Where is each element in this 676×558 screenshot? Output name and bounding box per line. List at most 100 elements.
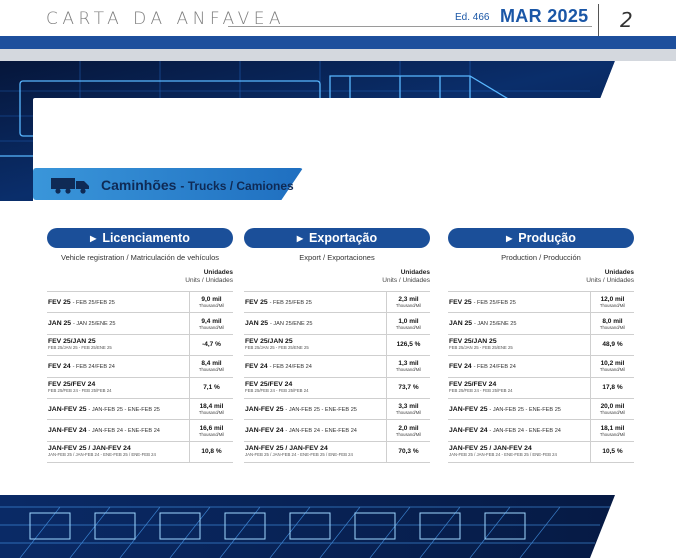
row-period-subline: FEB 25/JAN 25 - FEB 25/ENE 25: [245, 345, 309, 351]
table-row: JAN-FEV 25 - JAN-FEB 25 - ENE-FEB 25 20,0…: [448, 398, 634, 421]
row-period: FEV 25/FEV 24: [48, 381, 96, 389]
row-label-main: JAN-FEV 25 - JAN-FEB 25 - ENE-FEB 25: [245, 406, 386, 413]
row-value-cell: 10,5 %: [590, 441, 634, 463]
units-subtitle: Units / Unidades: [382, 277, 430, 284]
row-label-main: JAN 25 - JAN 25/ENE 25: [449, 320, 590, 327]
row-value-cell: 18,4 mil Thousand/Mil: [189, 398, 233, 420]
table-row: JAN-FEV 25 - JAN-FEB 25 - ENE-FEB 25 18,4…: [47, 398, 233, 421]
row-value: -4,7 %: [202, 341, 221, 349]
row-label-main: FEV 25/JAN 25: [449, 338, 590, 345]
table-row: JAN-FEV 24 - JAN-FEB 24 - ENE-FEB 24 18,1…: [448, 420, 634, 442]
row-value: 3,3 mil: [398, 403, 419, 411]
row-period: JAN-FEV 25: [245, 405, 284, 413]
row-label: JAN 25 - JAN 25/ENE 25: [244, 313, 386, 333]
row-period-translation: - FEB 24/FEB 24: [473, 363, 516, 370]
row-label-main: JAN-FEV 24 - JAN-FEB 24 - ENE-FEB 24: [449, 427, 590, 434]
row-value: 48,9 %: [602, 341, 623, 349]
row-value-cell: 3,3 mil Thousand/Mil: [386, 398, 430, 420]
row-value: 8,0 mil: [602, 317, 623, 325]
row-period: JAN-FEV 25 / JAN-FEV 24: [48, 445, 131, 453]
row-value-cell: 48,9 %: [590, 334, 634, 356]
section-title-main: Caminhões: [101, 177, 177, 193]
row-period: JAN-FEV 24: [449, 427, 488, 435]
row-label: JAN-FEV 25 / JAN-FEV 24 JAN-FEB 25 / JAN…: [244, 442, 386, 462]
data-table: FEV 25 - FEB 25/FEB 25 12,0 mil Thousand/M…: [448, 291, 634, 464]
row-value: 18,4 mil: [199, 403, 224, 411]
data-table: FEV 25 - FEB 25/FEB 25 9,0 mil Thousand/Mi…: [47, 291, 233, 464]
row-label-main: JAN-FEV 25 / JAN-FEV 24: [48, 445, 189, 452]
row-value-cell: 7,1 %: [189, 377, 233, 398]
row-period: FEV 25: [48, 298, 71, 306]
row-period: JAN-FEV 25 / JAN-FEV 24: [245, 445, 328, 453]
row-value-cell: 17,8 %: [590, 377, 634, 398]
row-value-cell: 2,0 mil Thousand/Mil: [386, 420, 430, 441]
row-value-cell: 9,4 mil Thousand/Mil: [189, 313, 233, 334]
column-title: Produção: [518, 231, 576, 245]
row-period: FEV 25: [245, 298, 268, 306]
row-value: 1,3 mil: [398, 360, 419, 368]
row-period-translation: - JAN 25/ENE 25: [473, 321, 517, 328]
table-row: JAN 25 - JAN 25/ENE 25 8,0 mil Thousand/Mi…: [448, 313, 634, 335]
table-row: FEV 25/JAN 25 FEB 25/JAN 25 - FEB 25/ENE…: [448, 334, 634, 357]
row-value: 12,0 mil: [600, 296, 625, 304]
row-label: JAN-FEV 24 - JAN-FEB 24 - ENE-FEB 24: [448, 420, 590, 440]
row-value-unit: Thousand/Mil: [395, 303, 422, 309]
row-period: JAN-FEV 24: [48, 427, 87, 435]
row-period: JAN 25: [449, 320, 473, 328]
row-value-unit: Thousand/Mil: [198, 431, 225, 437]
table-row: FEV 25/JAN 25 FEB 25/JAN 25 - FEB 25/ENE…: [244, 334, 430, 357]
row-period-translation: - JAN 25/ENE 25: [72, 321, 116, 328]
row-period: FEV 24: [48, 362, 71, 370]
row-label-main: FEV 25 - FEB 25/FEB 25: [449, 299, 590, 306]
row-label: JAN-FEV 25 / JAN-FEV 24 JAN-FEB 25 / JAN…: [448, 442, 590, 462]
table-row: FEV 24 - FEB 24/FEB 24 1,3 mil Thousand/Mi…: [244, 356, 430, 378]
row-value-cell: 2,3 mil Thousand/Mil: [386, 292, 430, 313]
row-period-translation: - JAN-FEB 25 - ENE-FEB 25: [88, 406, 160, 413]
row-value-unit: Thousand/Mil: [599, 303, 626, 309]
row-label: JAN-FEV 25 - JAN-FEB 25 - ENE-FEB 25: [47, 399, 189, 419]
edition-number: Ed. 466: [455, 12, 490, 23]
row-period: FEV 25/FEV 24: [245, 381, 293, 389]
row-period-subline: FEB 25/JAN 25 - FEB 25/ENE 25: [48, 345, 112, 351]
table-row: FEV 24 - FEB 24/FEB 24 8,4 mil Thousand/Mi…: [47, 356, 233, 378]
row-label-main: JAN 25 - JAN 25/ENE 25: [48, 320, 189, 327]
row-label-main: FEV 25/FEV 24: [245, 381, 386, 388]
row-value: 18,1 mil: [600, 424, 625, 432]
row-label: FEV 24 - FEB 24/FEB 24: [448, 356, 590, 376]
row-period-translation: - FEB 24/FEB 24: [72, 363, 115, 370]
row-value-cell: 18,1 mil Thousand/Mil: [590, 420, 634, 441]
row-label: FEV 25/FEV 24 FEB 25/FEB 24 - FEB 25/FEB…: [47, 378, 189, 398]
units-title: Unidades: [604, 269, 634, 276]
row-period: JAN 25: [48, 320, 72, 328]
row-value-unit: Thousand/Mil: [599, 324, 626, 330]
row-value-cell: 20,0 mil Thousand/Mil: [590, 398, 634, 420]
row-label: FEV 25 - FEB 25/FEB 25: [448, 292, 590, 312]
row-value-cell: 16,6 mil Thousand/Mil: [189, 420, 233, 441]
column-title: Exportação: [309, 231, 378, 245]
row-period: JAN 25: [245, 320, 269, 328]
row-period-translation: - JAN-FEB 25 - ENE-FEB 25: [489, 406, 561, 413]
row-period: JAN-FEV 25: [449, 405, 488, 413]
header-rule: [228, 26, 592, 27]
row-period-translation: - FEB 25/FEB 25: [269, 299, 312, 306]
row-period-translation: - JAN-FEB 24 - ENE-FEB 24: [489, 428, 561, 435]
row-period: JAN-FEV 24: [245, 427, 284, 435]
column-title-pill: ▶ Licenciamento: [47, 228, 233, 248]
column-1: ▶ Exportação Export / Exportaciones Unidade…: [244, 228, 430, 464]
row-value-cell: 10,8 %: [189, 441, 233, 463]
row-label-main: FEV 25 - FEB 25/FEB 25: [48, 299, 189, 306]
row-value: 1,0 mil: [398, 317, 419, 325]
row-value: 17,8 %: [602, 384, 623, 392]
row-label: FEV 25/JAN 25 FEB 25/JAN 25 - FEB 25/ENE…: [244, 335, 386, 355]
row-period-translation: - JAN-FEB 25 - ENE-FEB 25: [285, 406, 357, 413]
row-value-cell: 10,2 mil Thousand/Mil: [590, 356, 634, 377]
column-0: ▶ Licenciamento Vehicle registration / Mat…: [47, 228, 233, 464]
row-value-cell: 1,3 mil Thousand/Mil: [386, 356, 430, 377]
row-label-main: FEV 24 - FEB 24/FEB 24: [245, 363, 386, 370]
table-row: JAN-FEV 25 / JAN-FEV 24 JAN-FEB 25 / JAN…: [244, 441, 430, 464]
column-title-pill: ▶ Produção: [448, 228, 634, 248]
row-period-subline: FEB 25/JAN 25 - FEB 25/ENE 25: [449, 345, 513, 351]
row-value-unit: Thousand/Mil: [395, 367, 422, 373]
row-value-unit: Thousand/Mil: [395, 431, 422, 437]
row-value-cell: 70,3 %: [386, 441, 430, 463]
